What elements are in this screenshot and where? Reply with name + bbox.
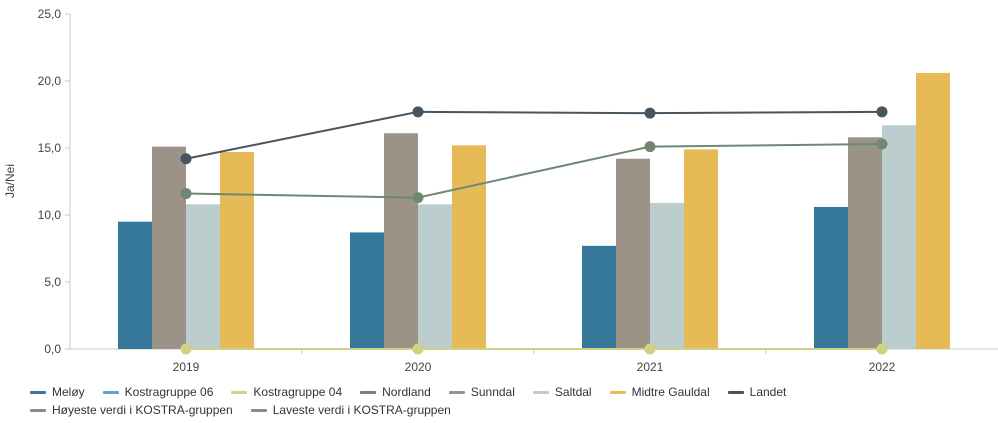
legend-item[interactable]: Laveste verdi i KOSTRA-gruppen — [250, 403, 451, 417]
lines — [180, 106, 888, 355]
x-tick-label: 2019 — [173, 360, 200, 374]
line-point — [412, 106, 424, 118]
line-point — [644, 343, 656, 355]
y-axis: 0,0 5,0 10,0 15,0 20,0 25,0 — [38, 7, 71, 356]
series-line — [185, 142, 883, 199]
bar — [616, 158, 650, 349]
series-line — [185, 110, 883, 160]
line-point — [180, 188, 192, 200]
bar — [418, 204, 452, 349]
legend-label: Kostragruppe 06 — [124, 385, 214, 399]
bar — [118, 221, 152, 349]
legend-swatch — [727, 390, 744, 394]
x-tick-label: 2022 — [869, 360, 896, 374]
legend-item[interactable]: Kostragruppe 06 — [102, 385, 214, 399]
legend-label: Saltdal — [554, 385, 592, 399]
line-point — [412, 343, 424, 355]
line-point — [180, 343, 192, 355]
legend-item[interactable]: Nordland — [360, 385, 431, 399]
bar — [152, 146, 186, 349]
legend-swatch — [231, 390, 248, 394]
x-axis: 2019 2020 2021 2022 — [70, 348, 998, 374]
legend-item[interactable]: Saltdal — [532, 385, 592, 399]
legend-swatch — [609, 390, 626, 394]
legend-item[interactable]: Midtre Gauldal — [609, 385, 710, 399]
bar — [916, 72, 950, 350]
y-tick-label: 0,0 — [44, 342, 61, 356]
legend-swatch — [360, 390, 377, 394]
bar — [848, 137, 882, 349]
legend-swatch — [250, 408, 267, 412]
line-point — [644, 141, 656, 153]
legend-swatch — [30, 408, 46, 412]
bar — [384, 133, 418, 349]
line-point — [644, 107, 656, 119]
legend-swatch — [532, 390, 549, 394]
legend: Meløy Kostragruppe 06 Kostragruppe 04 Nordl… — [30, 385, 990, 417]
legend-label: Kostragruppe 04 — [253, 385, 343, 399]
legend-swatch — [448, 390, 465, 394]
y-tick-label: 10,0 — [38, 208, 62, 222]
legend-label: Sunndal — [470, 385, 515, 399]
legend-label: Meløy — [52, 385, 85, 399]
line-point — [876, 106, 888, 118]
bars — [118, 72, 950, 350]
legend-item[interactable]: Kostragruppe 04 — [231, 385, 342, 399]
bar — [814, 206, 848, 349]
legend-label: Høyeste verdi i KOSTRA-gruppen — [52, 403, 233, 417]
y-tick-label: 25,0 — [38, 7, 62, 21]
legend-swatch — [102, 390, 119, 394]
legend-label: Landet — [749, 385, 787, 399]
bar — [186, 204, 220, 349]
legend-item[interactable]: Landet — [727, 385, 787, 399]
y-axis-label: Ja/Nei — [3, 164, 17, 198]
y-tick-label: 15,0 — [38, 141, 62, 155]
chart: 0,05,010,015,020,025,0 Ja/Nei 2019 2020 20… — [3, 7, 998, 374]
line-point — [876, 138, 888, 150]
legend-label: Nordland — [382, 385, 431, 399]
legend-item[interactable]: Meløy — [30, 385, 85, 399]
legend-item[interactable]: Høyeste verdi i KOSTRA-gruppen — [30, 403, 233, 417]
bar — [882, 125, 916, 349]
bar — [452, 145, 486, 349]
line-point — [876, 343, 888, 355]
legend-label: Midtre Gauldal — [631, 385, 710, 399]
x-tick-label: 2020 — [405, 360, 432, 374]
bar — [582, 245, 616, 349]
line-point — [180, 153, 192, 165]
legend-label: Laveste verdi i KOSTRA-gruppen — [272, 403, 451, 417]
legend-swatch — [30, 390, 46, 394]
legend-item[interactable]: Sunndal — [448, 385, 515, 399]
y-tick-label: 5,0 — [44, 275, 61, 289]
bar — [650, 202, 684, 349]
x-tick-label: 2021 — [637, 360, 664, 374]
bar — [220, 152, 254, 349]
y-tick-label: 20,0 — [38, 74, 62, 88]
bar — [684, 149, 718, 349]
bar — [350, 232, 384, 349]
line-point — [412, 192, 424, 204]
